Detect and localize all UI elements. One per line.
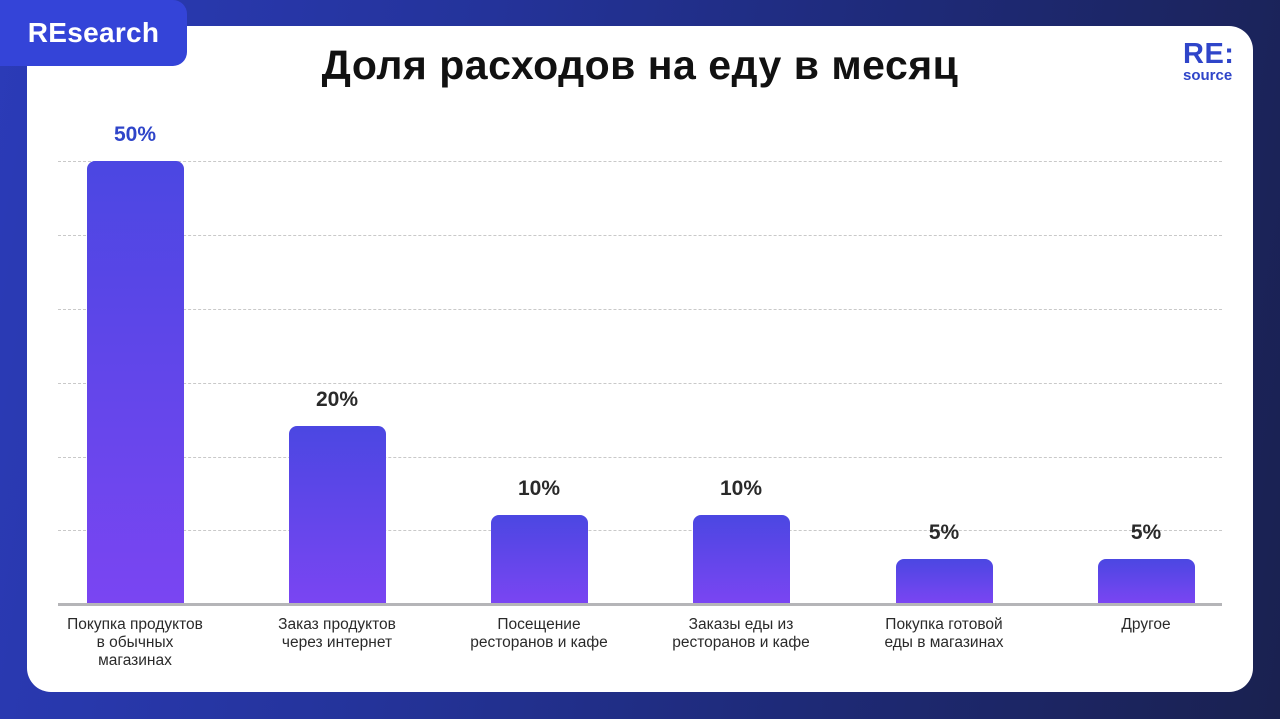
value-label: 20%	[315, 388, 359, 412]
bar	[490, 514, 588, 603]
gridline	[58, 309, 1222, 310]
bar	[692, 514, 790, 603]
value-label: 10%	[719, 476, 763, 500]
value-label: 5%	[928, 520, 960, 544]
gridline	[58, 235, 1222, 236]
category-label: Покупка готовой еды в магазинах	[884, 616, 1004, 651]
value-label: 5%	[1130, 520, 1162, 544]
gridline	[58, 161, 1222, 162]
logo-bottom: source	[1183, 67, 1233, 84]
gridline	[58, 530, 1222, 531]
logo-top: RE:	[1183, 38, 1235, 70]
research-badge: REsearch	[0, 0, 187, 66]
value-label: 50%	[113, 123, 157, 146]
plot-area: 50% 20% 10% 10% 5% 5%	[58, 123, 1222, 606]
bar	[895, 558, 993, 603]
category-label: Заказ продуктов через интернет	[278, 616, 396, 651]
chart-title: Доля расходов на еду в месяц	[321, 42, 959, 88]
gridline	[58, 383, 1222, 384]
bar	[86, 161, 184, 603]
category-label: Другое	[1121, 616, 1171, 633]
category-label: Покупка продуктов в обычных магазинах	[67, 616, 203, 669]
resource-logo: RE: source	[1183, 40, 1234, 84]
category-label: Заказы еды из ресторанов и кафе	[672, 616, 810, 651]
category-label: Посещение ресторанов и кафе	[470, 616, 608, 651]
bar	[288, 426, 386, 603]
gridline	[58, 457, 1222, 458]
x-axis-baseline	[58, 603, 1222, 606]
bar	[1097, 558, 1195, 603]
chart-card	[27, 26, 1253, 692]
value-label: 10%	[517, 476, 561, 500]
